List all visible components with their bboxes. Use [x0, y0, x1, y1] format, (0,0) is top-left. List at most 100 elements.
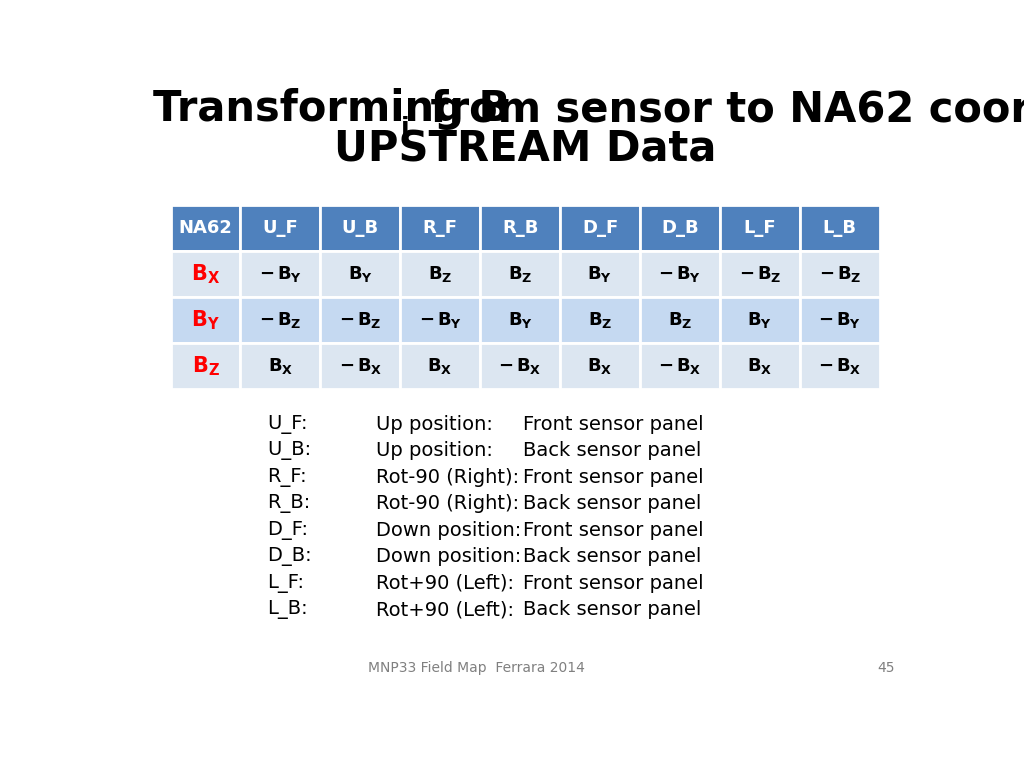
Text: $\mathbf{B}_{\mathbf{X}}$: $\mathbf{B}_{\mathbf{X}}$ — [190, 262, 220, 286]
Text: $\mathbf{B}_{\mathbf{Y}}$: $\mathbf{B}_{\mathbf{Y}}$ — [348, 264, 373, 284]
Text: $\mathbf{-\,B}_{\mathbf{X}}$: $\mathbf{-\,B}_{\mathbf{X}}$ — [339, 356, 382, 376]
Bar — [321, 251, 400, 297]
Bar — [241, 343, 321, 389]
Text: D_B: D_B — [662, 219, 698, 237]
Text: U_B:: U_B: — [267, 441, 311, 460]
Text: $\mathbf{-\,B}_{\mathbf{Y}}$: $\mathbf{-\,B}_{\mathbf{Y}}$ — [259, 264, 302, 284]
Text: Front sensor panel: Front sensor panel — [523, 415, 703, 433]
Text: R_F:: R_F: — [267, 468, 307, 487]
Bar — [480, 251, 560, 297]
Text: $\mathbf{B}_{\mathbf{Z}}$: $\mathbf{B}_{\mathbf{Z}}$ — [428, 264, 453, 284]
Text: Down position:: Down position: — [376, 548, 521, 566]
Text: Rot+90 (Left):: Rot+90 (Left): — [376, 601, 514, 620]
Text: Back sensor panel: Back sensor panel — [523, 495, 701, 513]
Bar — [400, 204, 480, 251]
Text: L_B: L_B — [823, 219, 857, 237]
Bar — [640, 204, 720, 251]
Bar — [800, 297, 880, 343]
Bar — [640, 297, 720, 343]
Text: $\mathbf{-\,B}_{\mathbf{X}}$: $\mathbf{-\,B}_{\mathbf{X}}$ — [499, 356, 542, 376]
Text: from sensor to NA62 coordinates: from sensor to NA62 coordinates — [417, 88, 1024, 131]
Text: $\mathbf{-\,B}_{\mathbf{Z}}$: $\mathbf{-\,B}_{\mathbf{Z}}$ — [738, 264, 781, 284]
Text: $\mathbf{-\,B}_{\mathbf{Y}}$: $\mathbf{-\,B}_{\mathbf{Y}}$ — [658, 264, 701, 284]
Text: $\mathbf{-\,B}_{\mathbf{X}}$: $\mathbf{-\,B}_{\mathbf{X}}$ — [658, 356, 701, 376]
Text: $\mathbf{B}_{\mathbf{Z}}$: $\mathbf{B}_{\mathbf{Z}}$ — [588, 310, 612, 330]
Bar — [241, 251, 321, 297]
Text: Back sensor panel: Back sensor panel — [523, 601, 701, 620]
Text: Transforming B: Transforming B — [153, 88, 510, 131]
Text: Rot+90 (Left):: Rot+90 (Left): — [376, 574, 514, 593]
Text: D_F: D_F — [582, 219, 618, 237]
Text: $\mathbf{B}_{\mathbf{Y}}$: $\mathbf{B}_{\mathbf{Y}}$ — [191, 308, 220, 332]
Bar — [400, 251, 480, 297]
Bar — [321, 204, 400, 251]
Bar — [560, 343, 640, 389]
Bar — [640, 251, 720, 297]
Text: $\mathbf{B}_{\mathbf{X}}$: $\mathbf{B}_{\mathbf{X}}$ — [748, 356, 772, 376]
Text: Front sensor panel: Front sensor panel — [523, 574, 703, 593]
Text: Down position:: Down position: — [376, 521, 521, 540]
Text: 45: 45 — [878, 661, 895, 675]
Text: $\mathbf{B}_{\mathbf{Z}}$: $\mathbf{B}_{\mathbf{Z}}$ — [191, 355, 219, 378]
Text: D_F:: D_F: — [267, 521, 308, 540]
Text: $\mathbf{B}_{\mathbf{Z}}$: $\mathbf{B}_{\mathbf{Z}}$ — [508, 264, 532, 284]
Bar — [400, 297, 480, 343]
Bar — [720, 343, 800, 389]
Text: R_B: R_B — [502, 219, 539, 237]
Bar — [560, 251, 640, 297]
Text: L_F:: L_F: — [267, 574, 304, 593]
Bar — [321, 297, 400, 343]
Text: $\mathbf{B}_{\mathbf{Y}}$: $\mathbf{B}_{\mathbf{Y}}$ — [748, 310, 772, 330]
Text: Up position:: Up position: — [376, 415, 493, 433]
Bar — [720, 204, 800, 251]
Bar — [800, 343, 880, 389]
Bar — [400, 343, 480, 389]
Bar — [720, 297, 800, 343]
Text: $\mathbf{B}_{\mathbf{X}}$: $\mathbf{B}_{\mathbf{X}}$ — [427, 356, 453, 376]
Text: $\mathbf{B}_{\mathbf{X}}$: $\mathbf{B}_{\mathbf{X}}$ — [267, 356, 293, 376]
Text: U_F:: U_F: — [267, 415, 308, 433]
Text: R_F: R_F — [423, 219, 458, 237]
Bar — [800, 251, 880, 297]
Text: i: i — [400, 116, 410, 141]
Bar — [480, 297, 560, 343]
Text: R_B:: R_B: — [267, 495, 310, 513]
Bar — [241, 297, 321, 343]
Text: L_F: L_F — [743, 219, 776, 237]
Text: $\mathbf{B}_{\mathbf{Y}}$: $\mathbf{B}_{\mathbf{Y}}$ — [588, 264, 612, 284]
Text: U_B: U_B — [342, 219, 379, 237]
Text: $\mathbf{-\,B}_{\mathbf{Z}}$: $\mathbf{-\,B}_{\mathbf{Z}}$ — [339, 310, 382, 330]
Bar — [241, 204, 321, 251]
Text: UPSTREAM Data: UPSTREAM Data — [334, 128, 716, 170]
Bar — [171, 251, 241, 297]
Bar — [171, 343, 241, 389]
Bar — [720, 251, 800, 297]
Text: Front sensor panel: Front sensor panel — [523, 521, 703, 540]
Text: $\mathbf{-\,B}_{\mathbf{Z}}$: $\mathbf{-\,B}_{\mathbf{Z}}$ — [818, 264, 861, 284]
Text: Back sensor panel: Back sensor panel — [523, 441, 701, 460]
Text: $\mathbf{-\,B}_{\mathbf{Y}}$: $\mathbf{-\,B}_{\mathbf{Y}}$ — [419, 310, 462, 330]
Text: $\mathbf{-\,B}_{\mathbf{X}}$: $\mathbf{-\,B}_{\mathbf{X}}$ — [818, 356, 861, 376]
Text: L_B:: L_B: — [267, 601, 308, 620]
Text: Up position:: Up position: — [376, 441, 493, 460]
Bar — [480, 343, 560, 389]
Text: NA62: NA62 — [178, 219, 232, 237]
Bar — [640, 343, 720, 389]
Bar — [171, 297, 241, 343]
Text: Front sensor panel: Front sensor panel — [523, 468, 703, 487]
Bar — [171, 204, 241, 251]
Bar — [321, 343, 400, 389]
Text: $\mathbf{-\,B}_{\mathbf{Y}}$: $\mathbf{-\,B}_{\mathbf{Y}}$ — [818, 310, 861, 330]
Text: $\mathbf{B}_{\mathbf{X}}$: $\mathbf{B}_{\mathbf{X}}$ — [588, 356, 612, 376]
Text: D_B:: D_B: — [267, 548, 312, 566]
Bar — [800, 204, 880, 251]
Text: MNP33 Field Map  Ferrara 2014: MNP33 Field Map Ferrara 2014 — [369, 661, 585, 675]
Bar — [560, 297, 640, 343]
Text: Rot-90 (Right):: Rot-90 (Right): — [376, 468, 519, 487]
Text: $\mathbf{-\,B}_{\mathbf{Z}}$: $\mathbf{-\,B}_{\mathbf{Z}}$ — [259, 310, 302, 330]
Bar — [480, 204, 560, 251]
Text: $\mathbf{B}_{\mathbf{Y}}$: $\mathbf{B}_{\mathbf{Y}}$ — [508, 310, 532, 330]
Text: $\mathbf{B}_{\mathbf{Z}}$: $\mathbf{B}_{\mathbf{Z}}$ — [668, 310, 692, 330]
Text: U_F: U_F — [262, 219, 298, 237]
Text: Rot-90 (Right):: Rot-90 (Right): — [376, 495, 519, 513]
